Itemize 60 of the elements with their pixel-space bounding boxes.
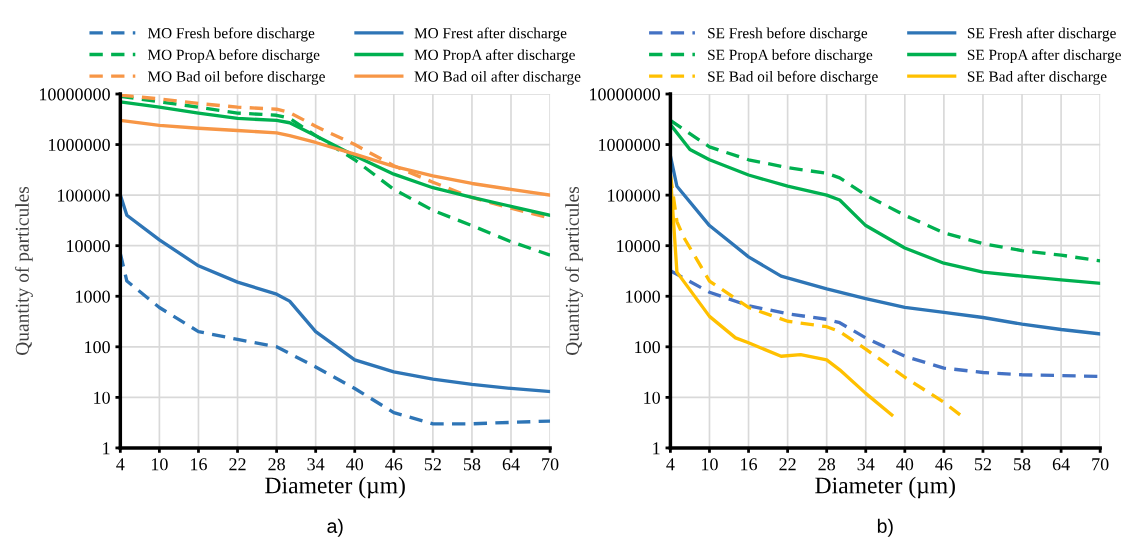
x-tick-label: 40 (896, 458, 914, 471)
x-tick-label: 28 (818, 458, 836, 471)
y-tick-label: 100000 (608, 189, 660, 202)
x-tick-label: 22 (779, 458, 796, 471)
x-tick-label: 40 (346, 458, 364, 471)
legend-label: MO PropA before discharge (147, 49, 320, 64)
legend-label: SE Bad after discharge (967, 70, 1107, 85)
legend-label: MO PropA after discharge (414, 49, 575, 64)
y-tick-label: 1000000 (599, 138, 660, 152)
legend-label: MO Bad oil before discharge (147, 70, 325, 85)
x-tick-label: 64 (502, 458, 520, 471)
legend-label: MO Bad oil after discharge (414, 70, 581, 85)
x-tick-label: 70 (542, 458, 559, 471)
x-tick-label: 52 (974, 458, 991, 471)
x-tick-label: 34 (857, 458, 875, 471)
y-axis-title: Quantity of particules (565, 186, 583, 355)
x-tick-label: 4 (666, 458, 675, 471)
y-tick-label: 100000 (58, 189, 110, 202)
y-tick-label: 1000000 (49, 138, 110, 152)
y-tick-label: 10000000 (590, 88, 660, 101)
x-tick-label: 46 (385, 458, 403, 471)
x-tick-label: 46 (935, 458, 953, 471)
x-tick-label: 16 (741, 458, 758, 471)
legend-label: SE PropA before discharge (708, 49, 873, 64)
x-tick-label: 10 (702, 458, 718, 471)
y-tick-label: 10 (94, 391, 110, 404)
legend-label: MO Fresh before discharge (147, 27, 315, 42)
y-tick-label: 100 (635, 341, 660, 354)
legend-label: SE Fresh after discharge (967, 27, 1116, 42)
x-axis-title: Diameter (µm) (265, 476, 405, 499)
x-tick-label: 4 (116, 458, 125, 471)
y-tick-label: 1 (653, 442, 660, 455)
y-tick-label: 1000 (76, 290, 110, 303)
y-tick-label: 10000000 (39, 88, 110, 101)
x-tick-label: 58 (1014, 458, 1031, 471)
legend-label: SE Fresh before discharge (708, 27, 868, 42)
x-tick-label: 28 (268, 458, 285, 471)
x-tick-label: 70 (1092, 458, 1109, 471)
x-tick-label: 52 (424, 458, 441, 471)
text: a) (327, 518, 343, 537)
text: b) (877, 518, 893, 537)
y-tick-label: 10000 (67, 239, 110, 253)
y-tick-label: 1000 (626, 290, 660, 303)
x-axis-title: Diameter (µm) (815, 476, 955, 499)
x-tick-label: 22 (229, 458, 246, 471)
legend-label: SE PropA after discharge (967, 49, 1121, 64)
line-series (120, 193, 551, 394)
y-tick-label: 1 (103, 442, 110, 455)
x-tick-label: 64 (1052, 458, 1070, 471)
line-series (670, 122, 1101, 286)
y-tick-label: 10 (644, 391, 660, 404)
y-tick-label: 10000 (617, 239, 660, 253)
y-axis-title: Quantity of particules (14, 186, 33, 355)
legend-label: SE Bad oil before discharge (708, 70, 878, 85)
legend-label: MO Frest after discharge (414, 27, 567, 42)
x-tick-label: 58 (463, 458, 481, 471)
x-tick-label: 34 (307, 458, 325, 471)
y-tick-label: 100 (85, 341, 110, 354)
x-tick-label: 10 (151, 458, 168, 471)
x-tick-label: 16 (191, 458, 207, 471)
